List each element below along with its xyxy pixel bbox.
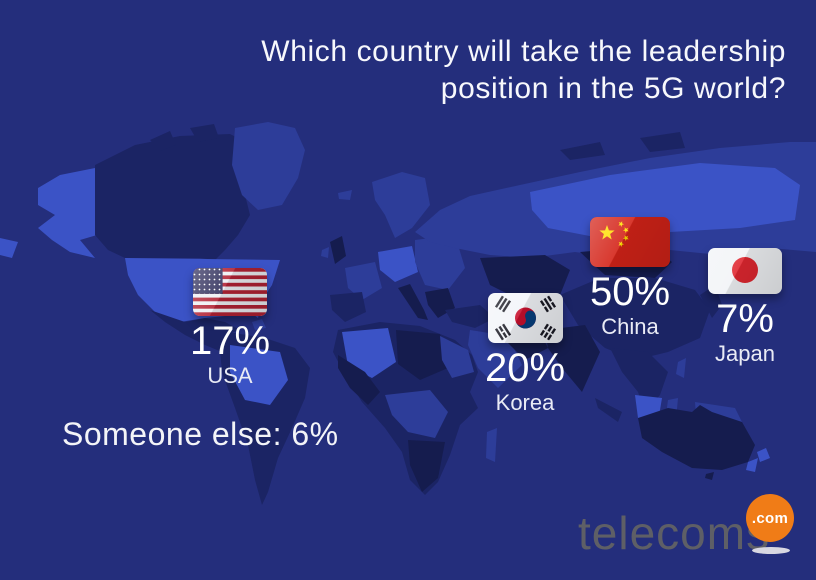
percent-usa: 17%: [189, 319, 271, 363]
result-korea: 20% Korea: [465, 293, 585, 416]
dot-com-badge: .com: [746, 494, 794, 542]
someone-else-label: Someone else: 6%: [62, 416, 339, 452]
telecoms-logo-text: telecoms: [578, 507, 771, 559]
page-title: Which country will take the leadership p…: [126, 33, 786, 107]
result-usa: 17% USA: [170, 268, 290, 389]
percent-korea: 20%: [484, 346, 566, 390]
label-korea: Korea: [495, 390, 555, 415]
usa-flag-icon: [193, 268, 267, 316]
result-china: 50% China: [570, 217, 690, 340]
label-japan: Japan: [715, 341, 775, 366]
page-title-line2: position in the 5G world?: [440, 72, 786, 105]
label-usa: USA: [207, 363, 253, 388]
south-korea-flag-icon: [487, 293, 563, 343]
china-flag-icon: [590, 217, 670, 267]
result-japan: 7% Japan: [685, 248, 805, 367]
japan-flag-icon: [708, 248, 782, 294]
label-china: China: [601, 314, 659, 339]
telecoms-logo: telecoms .com: [578, 490, 802, 568]
page-title-line1: Which country will take the leadership: [261, 35, 786, 68]
logo-ellipse-shadow: [752, 547, 790, 554]
percent-china: 50%: [589, 270, 671, 314]
percent-japan: 7%: [716, 297, 774, 341]
dot-com-badge-text: .com: [751, 509, 789, 527]
